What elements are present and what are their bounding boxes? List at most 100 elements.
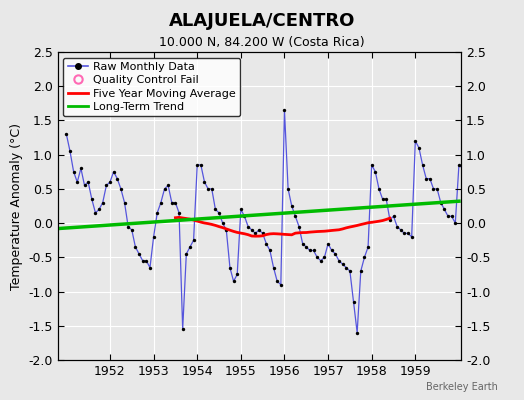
- Point: [476, 199, 485, 206]
- Point: [208, 186, 216, 192]
- Point: [295, 223, 303, 230]
- Point: [415, 145, 423, 151]
- Point: [411, 138, 420, 144]
- Point: [95, 206, 103, 213]
- Point: [121, 199, 129, 206]
- Point: [484, 206, 492, 213]
- Point: [364, 244, 372, 250]
- Point: [470, 176, 478, 182]
- Point: [422, 176, 430, 182]
- Point: [62, 131, 71, 137]
- Point: [400, 230, 409, 236]
- Point: [367, 162, 376, 168]
- Point: [447, 213, 456, 220]
- Point: [357, 268, 365, 274]
- Point: [404, 230, 412, 236]
- Point: [360, 254, 368, 260]
- Point: [91, 210, 100, 216]
- Text: Berkeley Earth: Berkeley Earth: [426, 382, 498, 392]
- Point: [73, 179, 81, 185]
- Point: [99, 199, 107, 206]
- Point: [204, 186, 212, 192]
- Point: [215, 210, 223, 216]
- Point: [397, 227, 405, 233]
- Point: [128, 227, 136, 233]
- Point: [288, 203, 296, 209]
- Point: [389, 213, 398, 220]
- Point: [244, 223, 252, 230]
- Point: [241, 213, 249, 220]
- Point: [88, 196, 96, 202]
- Point: [350, 299, 358, 305]
- Point: [491, 199, 499, 206]
- Point: [433, 186, 441, 192]
- Point: [135, 251, 143, 257]
- Point: [226, 264, 234, 271]
- Point: [386, 216, 394, 223]
- Point: [230, 278, 238, 284]
- Point: [131, 244, 139, 250]
- Point: [313, 254, 321, 260]
- Point: [193, 162, 201, 168]
- Point: [451, 220, 460, 226]
- Point: [80, 182, 89, 189]
- Point: [331, 251, 340, 257]
- Point: [473, 199, 482, 206]
- Point: [142, 258, 150, 264]
- Point: [168, 199, 176, 206]
- Point: [182, 251, 191, 257]
- Legend: Raw Monthly Data, Quality Control Fail, Five Year Moving Average, Long-Term Tren: Raw Monthly Data, Quality Control Fail, …: [63, 58, 241, 116]
- Point: [160, 186, 169, 192]
- Point: [305, 247, 314, 254]
- Point: [117, 186, 125, 192]
- Point: [436, 199, 445, 206]
- Point: [429, 186, 438, 192]
- Point: [179, 326, 187, 332]
- Point: [255, 227, 263, 233]
- Point: [408, 234, 416, 240]
- Text: 10.000 N, 84.200 W (Costa Rica): 10.000 N, 84.200 W (Costa Rica): [159, 36, 365, 49]
- Point: [237, 206, 245, 213]
- Point: [425, 176, 434, 182]
- Point: [196, 162, 205, 168]
- Point: [189, 237, 198, 244]
- Point: [455, 162, 463, 168]
- Point: [418, 162, 427, 168]
- Point: [171, 199, 180, 206]
- Point: [284, 186, 292, 192]
- Point: [146, 264, 154, 271]
- Point: [211, 206, 220, 213]
- Y-axis label: Temperature Anomaly (°C): Temperature Anomaly (°C): [10, 122, 23, 290]
- Point: [149, 234, 158, 240]
- Point: [186, 244, 194, 250]
- Point: [480, 206, 488, 213]
- Point: [495, 192, 503, 199]
- Point: [299, 240, 307, 247]
- Point: [153, 210, 161, 216]
- Point: [66, 148, 74, 154]
- Point: [200, 179, 209, 185]
- Point: [320, 254, 329, 260]
- Point: [110, 168, 118, 175]
- Point: [164, 182, 172, 189]
- Point: [291, 213, 300, 220]
- Point: [84, 179, 92, 185]
- Point: [302, 244, 310, 250]
- Point: [342, 264, 351, 271]
- Point: [233, 271, 242, 278]
- Point: [70, 168, 78, 175]
- Point: [157, 199, 165, 206]
- Point: [251, 230, 259, 236]
- Point: [277, 282, 285, 288]
- Point: [102, 182, 111, 189]
- Point: [324, 240, 332, 247]
- Point: [309, 247, 318, 254]
- Point: [106, 179, 114, 185]
- Point: [280, 107, 289, 113]
- Point: [371, 168, 379, 175]
- Point: [382, 196, 390, 202]
- Point: [269, 264, 278, 271]
- Point: [113, 176, 122, 182]
- Point: [273, 278, 281, 284]
- Point: [316, 258, 325, 264]
